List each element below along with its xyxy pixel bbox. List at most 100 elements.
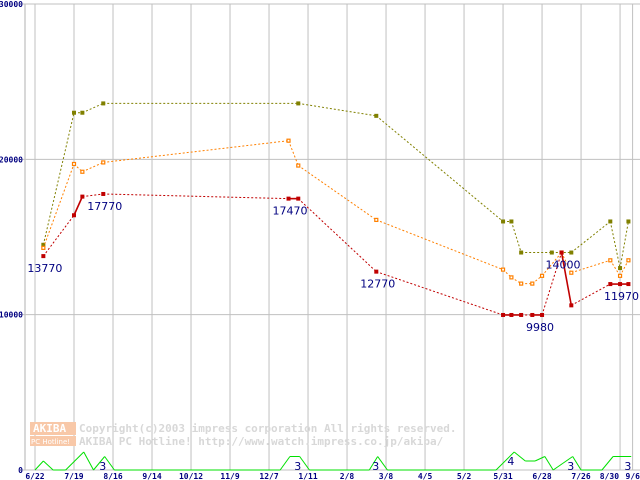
x-tick-label: 5/2 — [457, 472, 472, 480]
series-segment — [571, 283, 611, 306]
akiba-logo — [30, 422, 76, 435]
series-segment — [562, 456, 573, 464]
x-tick-label: 2/8 — [340, 472, 355, 480]
series-segment — [541, 252, 562, 277]
data-point — [559, 250, 564, 255]
series-segment — [93, 456, 106, 471]
data-point — [72, 213, 77, 218]
series-segment — [103, 140, 289, 163]
series-segment — [42, 214, 75, 257]
series-segment — [82, 193, 104, 198]
x-tick-label: 3/8 — [379, 472, 394, 480]
x-tick-label: 6/28 — [532, 472, 551, 480]
series-segment — [42, 112, 75, 245]
data-point — [569, 303, 574, 308]
series-segment — [297, 165, 377, 221]
x-tick-label: 10/12 — [179, 472, 203, 480]
value-label: 12770 — [360, 278, 395, 291]
data-point — [286, 138, 291, 143]
data-point — [101, 191, 106, 196]
y-tick-label: 30000 — [0, 0, 23, 9]
data-point — [539, 273, 545, 278]
series-segment — [495, 451, 515, 471]
series-segment — [73, 196, 84, 216]
data-point — [80, 169, 85, 174]
hotline-logo — [30, 436, 76, 446]
series-segment — [299, 456, 310, 471]
series-segment — [297, 198, 377, 273]
x-tick-label: 7/19 — [64, 472, 83, 480]
data-point — [374, 269, 379, 274]
labels-layer: 13770 17770 17470 12770 9980 14000 11970 3 3 3 4 3 3 — [27, 200, 639, 473]
data-point — [71, 161, 77, 167]
value-label: 13770 — [27, 262, 62, 275]
y-tick-label: 20000 — [0, 155, 23, 164]
count-label: 3 — [372, 460, 379, 473]
series-segment — [560, 252, 573, 306]
x-tick-label: 8/30 — [600, 472, 619, 480]
x-tick-label: 5/31 — [493, 472, 512, 480]
series-segment — [82, 161, 104, 173]
value-label: 14000 — [546, 259, 581, 272]
x-tick-label: 9/6 — [626, 472, 640, 480]
series-segment — [104, 456, 115, 471]
data-point — [80, 110, 85, 115]
series-segment — [572, 456, 582, 471]
data-point — [618, 266, 623, 271]
data-point — [41, 242, 46, 247]
count-label: 3 — [294, 460, 301, 473]
series-segment — [619, 260, 629, 277]
series-segment — [601, 456, 614, 471]
x-tick-label: 7/26 — [571, 472, 590, 480]
x-tick-label: 6/22 — [25, 472, 44, 480]
value-label: 17770 — [87, 200, 122, 213]
series-segment — [609, 260, 621, 277]
data-point — [41, 254, 46, 259]
akiba-logo-text: AKIBA — [33, 422, 66, 435]
series-segment — [43, 460, 54, 471]
series-segment — [375, 115, 504, 222]
series-segment — [377, 456, 388, 471]
count-label: 4 — [507, 455, 514, 468]
data-point — [80, 194, 85, 199]
series-segment — [82, 102, 104, 114]
series-segment — [279, 456, 291, 471]
series-segment — [298, 102, 377, 117]
watermark-line2: AKIBA PC Hotline! http://www.watch.impre… — [79, 435, 444, 448]
series-segment — [83, 451, 94, 471]
data-point — [501, 312, 506, 317]
data-point — [569, 250, 574, 255]
value-label: 9980 — [526, 321, 554, 334]
series-segment — [570, 221, 611, 253]
series-segment — [541, 252, 563, 316]
data-point — [626, 258, 631, 263]
data-point — [519, 312, 524, 317]
data-point — [530, 312, 535, 317]
data-point — [608, 282, 613, 287]
series-average — [41, 138, 631, 286]
series-segment — [571, 259, 611, 274]
count-label: 3 — [567, 460, 574, 473]
series-segment — [34, 460, 44, 471]
value-label: 11970 — [604, 290, 639, 303]
series-shop-count — [34, 451, 632, 471]
series-layer — [34, 101, 632, 471]
series-segment — [513, 451, 526, 462]
watermark: AKIBA PC Hotline! Copyright(c)2003 impre… — [30, 422, 457, 448]
x-tick-label: 11/9 — [220, 472, 239, 480]
series-segment — [288, 140, 299, 166]
data-point — [530, 281, 535, 286]
series-segment — [544, 456, 554, 471]
data-point — [286, 196, 291, 201]
data-point — [296, 101, 301, 106]
series-segment — [42, 163, 75, 249]
value-label: 17470 — [273, 205, 308, 218]
hotline-logo-text: PC Hotline! — [31, 438, 70, 446]
x-tick-label: 1/11 — [298, 472, 317, 480]
x-tick-label: 12/7 — [259, 472, 278, 480]
data-point — [519, 250, 524, 255]
data-point — [72, 110, 77, 115]
data-point — [101, 101, 106, 106]
